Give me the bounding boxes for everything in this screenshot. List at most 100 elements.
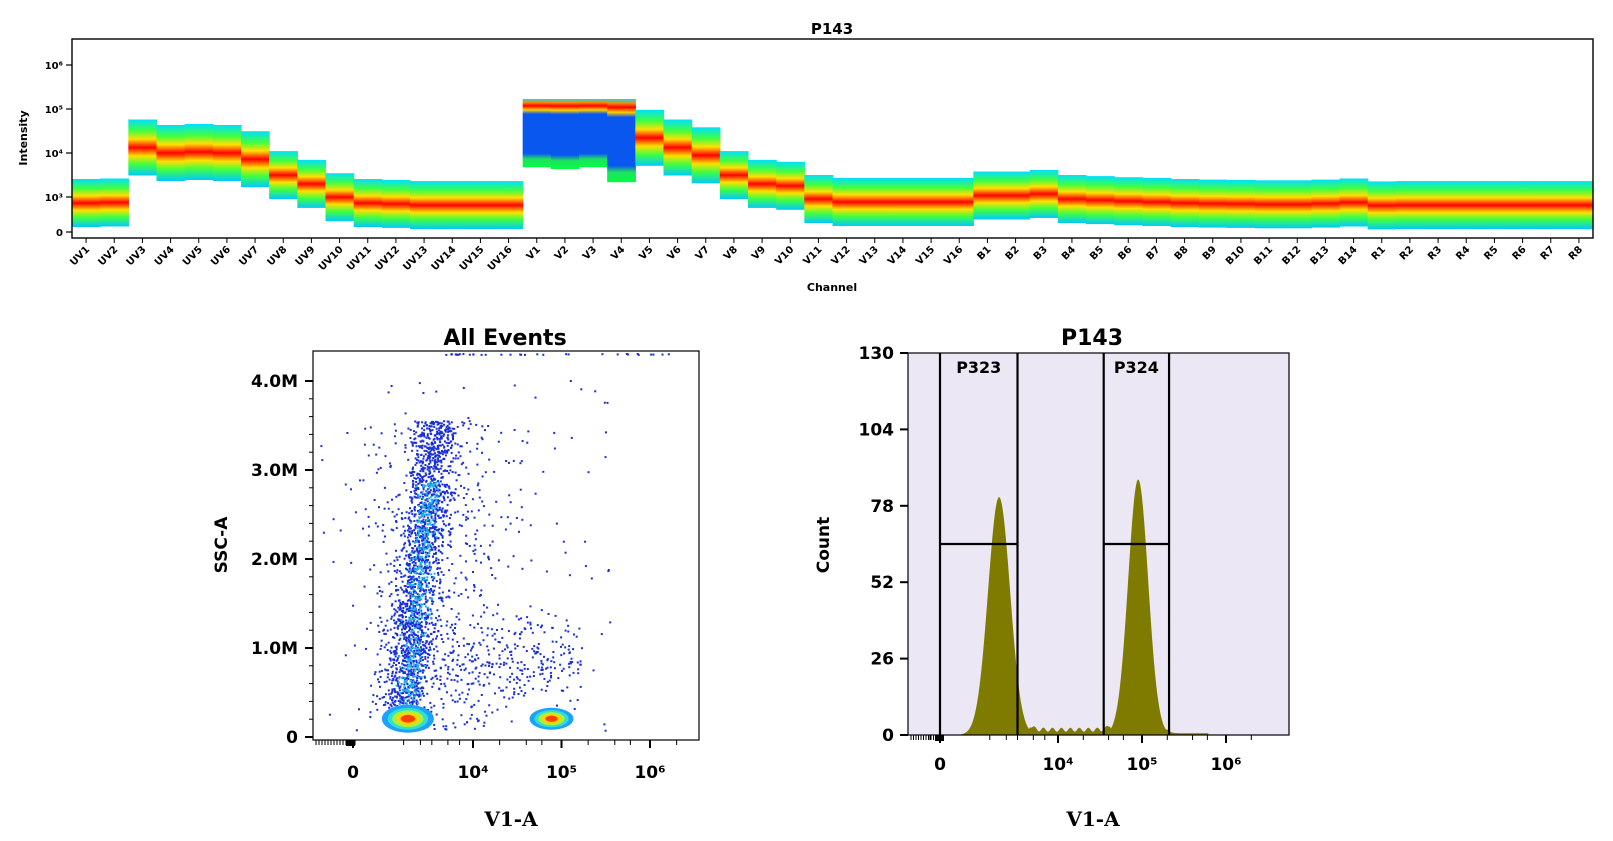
scatter-point	[491, 634, 494, 637]
scatter-point	[429, 648, 432, 651]
scatter-point	[363, 585, 366, 588]
scatter-point	[420, 514, 423, 517]
scatter-point	[410, 441, 413, 444]
scatter-point	[416, 537, 419, 540]
scatter-point	[436, 467, 439, 470]
scatter-point	[388, 657, 391, 660]
scatter-point	[567, 353, 570, 356]
scatter-point	[419, 475, 422, 478]
scatter-point	[440, 571, 443, 574]
scatter-point	[424, 513, 427, 516]
scatter-point	[395, 677, 398, 680]
scatter-point	[473, 544, 476, 547]
spectrum-y-tick-label: 10⁶	[45, 61, 63, 72]
scatter-point	[380, 595, 383, 598]
scatter-point	[439, 618, 442, 621]
scatter-point	[419, 470, 422, 473]
spectrum-column-B14	[1339, 178, 1369, 227]
scatter-point	[415, 638, 418, 641]
scatter-point	[415, 487, 418, 490]
scatter-point	[395, 667, 398, 670]
scatter-point	[519, 488, 522, 491]
scatter-point	[446, 691, 448, 694]
scatter-point	[393, 564, 396, 567]
scatter-point	[550, 660, 553, 663]
scatter-point	[451, 427, 454, 430]
scatter-point	[431, 542, 434, 545]
scatter-point	[432, 660, 435, 663]
scatter-point	[377, 468, 380, 471]
scatter-point	[429, 513, 432, 516]
scatter-point	[423, 432, 425, 435]
scatter-point	[535, 652, 538, 655]
scatter-point	[419, 564, 422, 567]
scatter-point	[400, 692, 403, 695]
gate-P324[interactable]: P324	[1102, 353, 1171, 735]
scatter-point	[409, 597, 412, 600]
scatter-point	[400, 512, 403, 515]
scatter-point	[395, 577, 398, 580]
scatter-point	[414, 420, 417, 423]
scatter-point	[413, 685, 416, 688]
scatter-point	[385, 680, 388, 683]
scatter-point	[344, 483, 347, 486]
scatter-point	[421, 659, 424, 662]
scatter-point	[354, 511, 357, 514]
scatter-point	[479, 643, 482, 646]
scatter-point	[425, 623, 428, 626]
spectrum-column-R7	[1536, 181, 1566, 230]
scatter-point	[469, 649, 472, 652]
scatter-points	[320, 353, 670, 732]
scatter-point	[423, 445, 426, 448]
scatter-point	[430, 466, 433, 468]
scatter-point	[417, 556, 419, 559]
scatter-point	[401, 666, 404, 669]
scatter-point	[414, 634, 417, 636]
scatter-point	[433, 426, 436, 428]
scatter-point	[412, 672, 415, 675]
scatter-point	[424, 565, 426, 568]
scatter-point	[378, 670, 381, 673]
scatter-point	[568, 651, 571, 654]
scatter-point	[406, 642, 408, 645]
scatter-point	[476, 442, 479, 445]
scatter-point	[421, 595, 424, 598]
scatter-point	[433, 728, 436, 730]
scatter-point	[389, 703, 392, 706]
scatter-point	[409, 527, 412, 530]
scatter-point	[488, 653, 490, 656]
scatter-point	[437, 573, 440, 576]
scatter-point	[421, 686, 424, 689]
scatter-point	[555, 522, 558, 525]
scatter-point	[413, 619, 415, 622]
histogram-frame	[907, 352, 1290, 736]
gate-P323[interactable]: P323	[938, 353, 1019, 735]
scatter-point	[405, 511, 408, 514]
scatter-point	[438, 440, 441, 443]
scatter-point	[437, 630, 440, 632]
scatter-point	[421, 664, 424, 667]
scatter-point	[400, 695, 403, 698]
scatter-point	[417, 631, 420, 633]
scatter-point	[530, 627, 532, 630]
scatter-point	[410, 474, 413, 477]
spectrum-x-tick-label: UV2	[96, 244, 120, 268]
scatter-point	[493, 632, 496, 635]
spectrum-x-tick-label: V1	[525, 244, 543, 262]
scatter-point	[416, 546, 419, 549]
spectrum-column-V1	[522, 99, 552, 168]
scatter-point	[413, 614, 416, 617]
scatter-point	[441, 535, 444, 538]
scatter-point	[405, 608, 408, 611]
scatter-point	[541, 663, 544, 666]
scatter-point	[417, 687, 420, 690]
scatter-point	[418, 541, 421, 544]
scatter-point	[546, 666, 549, 669]
scatter-point	[398, 689, 401, 692]
scatter-point	[417, 682, 420, 685]
scatter-point	[438, 506, 441, 509]
scatter-point	[417, 459, 420, 462]
scatter-point	[491, 524, 494, 527]
scatter-point	[388, 678, 391, 681]
scatter-point	[605, 431, 607, 434]
